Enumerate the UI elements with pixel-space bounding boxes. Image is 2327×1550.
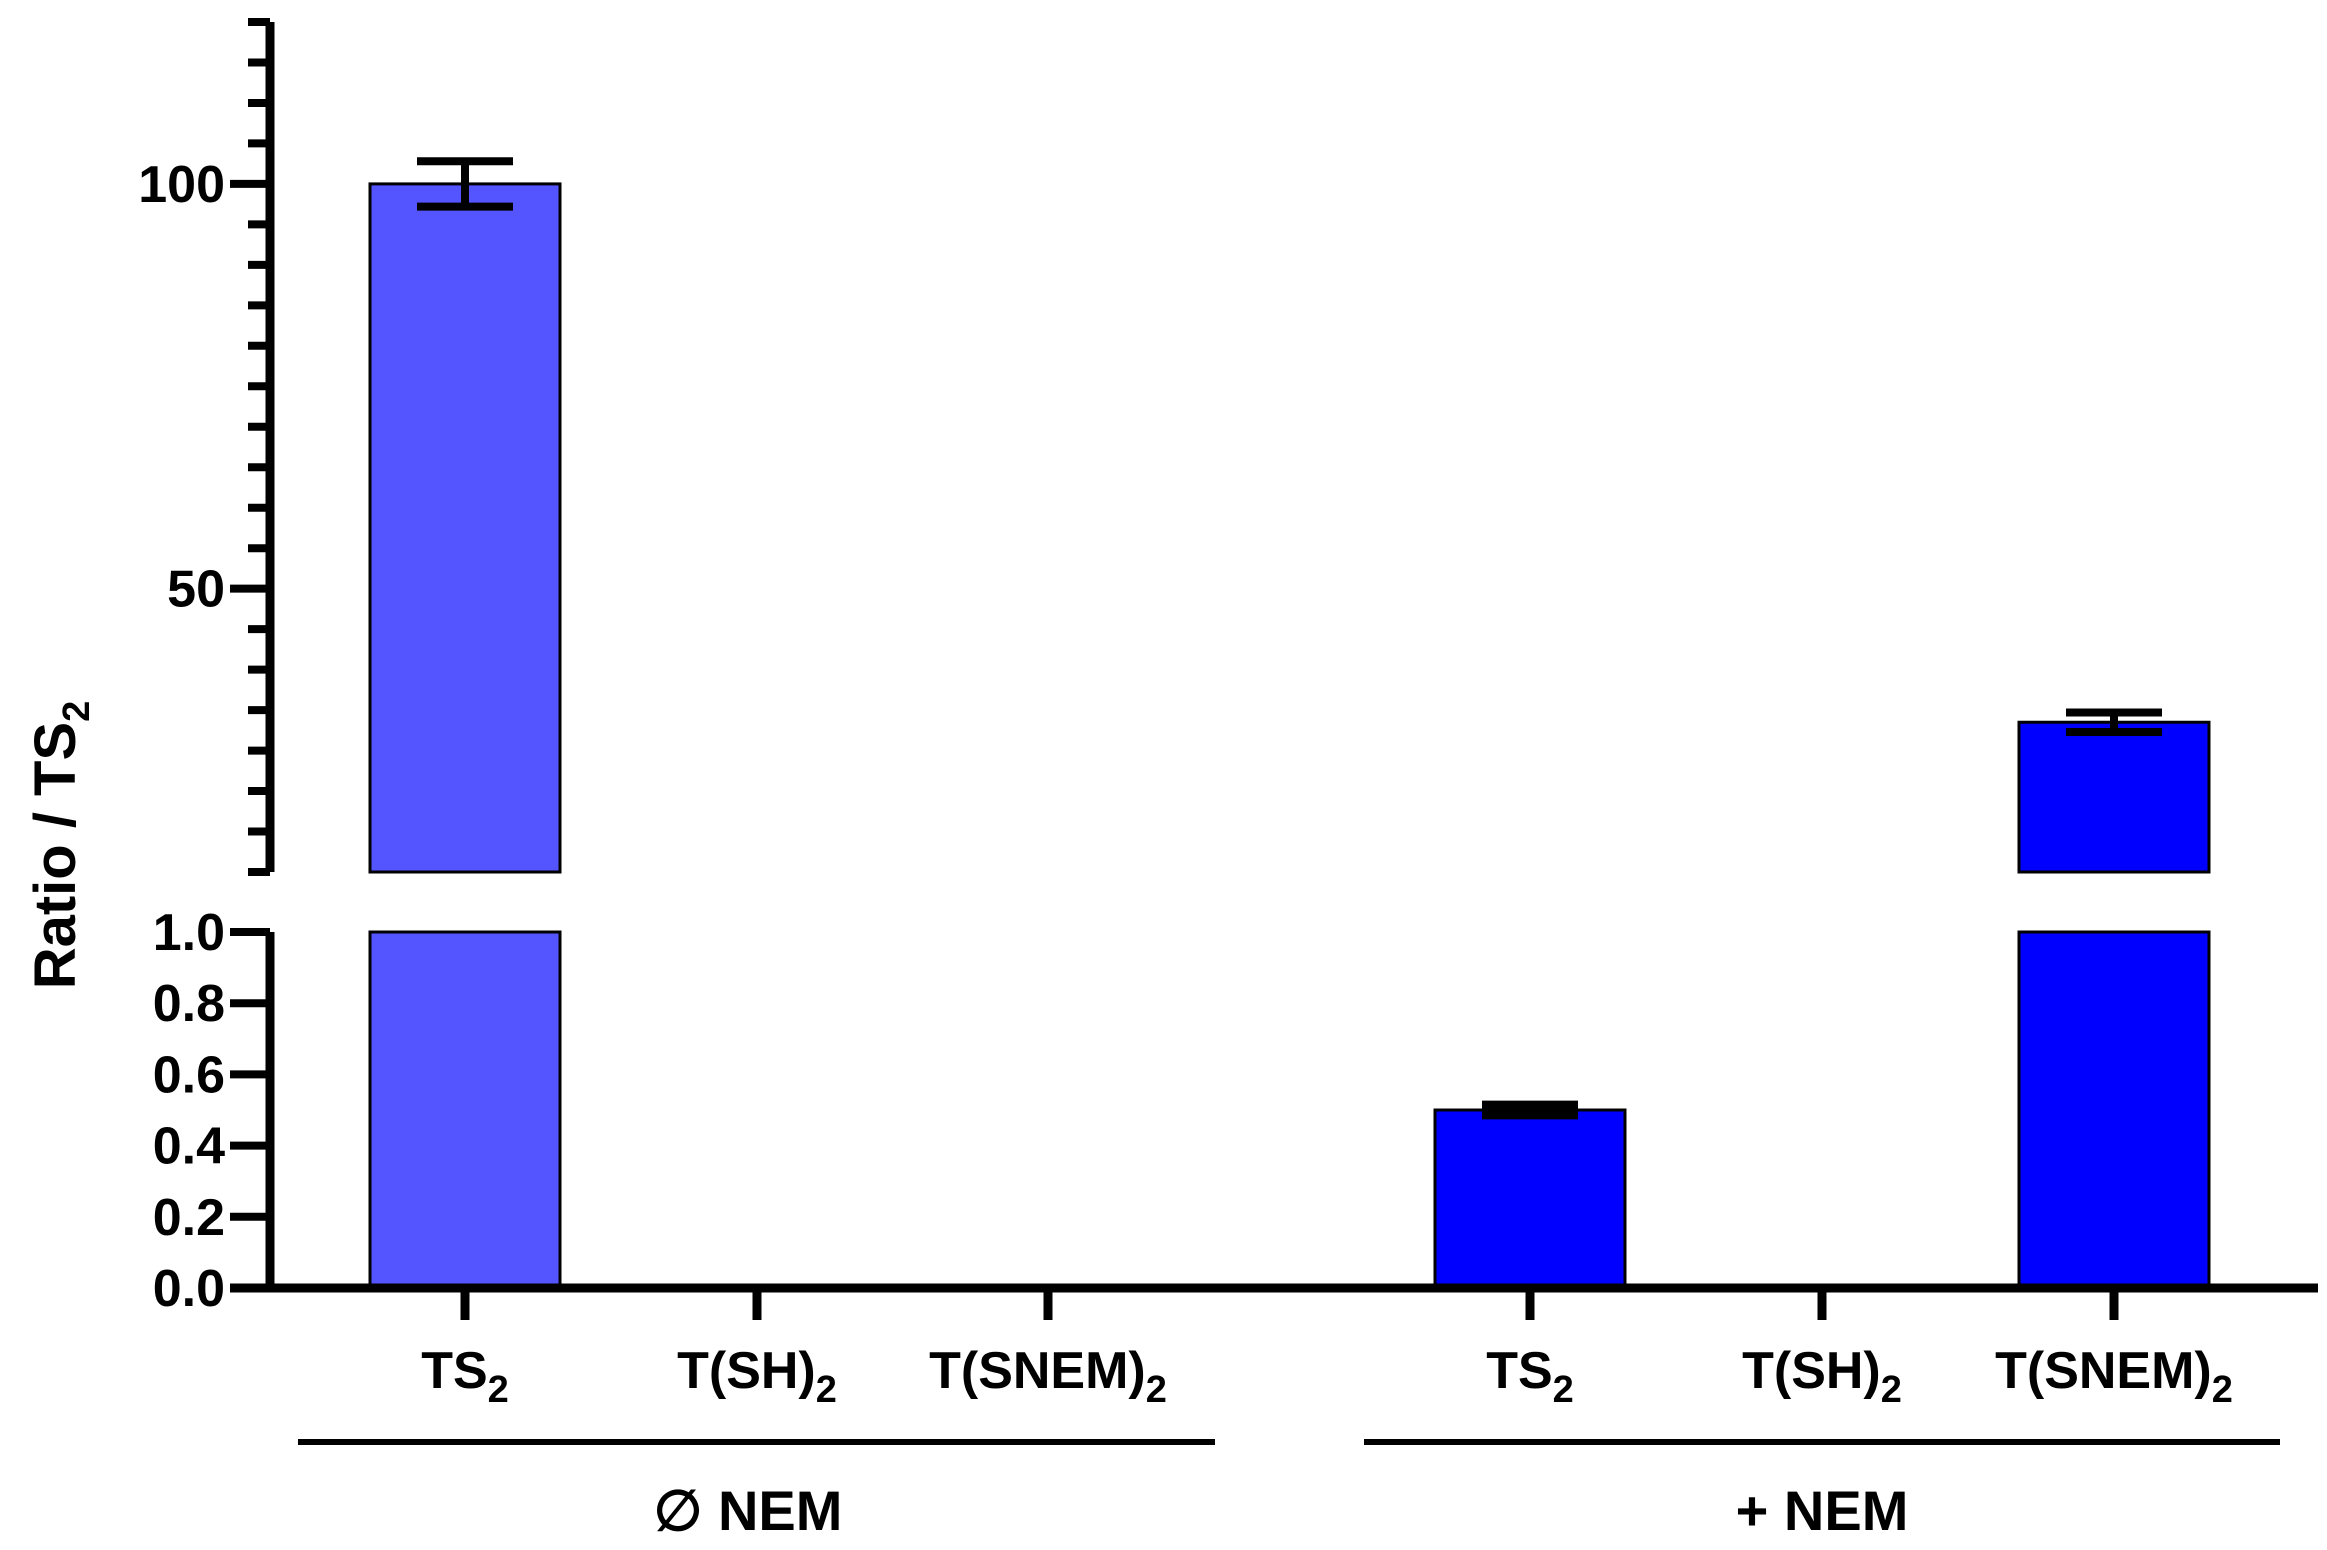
y-axis-title-sub: 2	[56, 701, 98, 722]
upper-y-axis: 50 100	[138, 18, 275, 876]
category-label-sub: 2	[2212, 1369, 2233, 1411]
category-label-sub: 2	[488, 1369, 509, 1411]
x-axis	[230, 1283, 2318, 1320]
category-label-sub: 2	[1553, 1369, 1574, 1411]
lower-tick-label: 1.0	[153, 904, 225, 962]
bar-upper-segment	[368, 182, 562, 874]
category-label-main: T(SH)	[677, 1342, 816, 1400]
bar-lower-segment	[1433, 1108, 1627, 1290]
category-label-main: T(SH)	[1742, 1342, 1881, 1400]
category-label: T(SNEM)2	[929, 1342, 1167, 1411]
bar-lower-segment	[2017, 930, 2211, 1290]
category-label-main: T(SNEM)	[1995, 1342, 2212, 1400]
category-label-main: TS	[1486, 1342, 1552, 1400]
category-label-sub: 2	[816, 1369, 837, 1411]
upper-tick-label: 50	[167, 561, 225, 619]
bar-upper-segment	[2017, 720, 2211, 874]
lower-tick-label: 0.4	[153, 1118, 225, 1176]
group-label: ∅ NEM	[654, 1479, 843, 1542]
bars	[368, 157, 2211, 1290]
category-label-main: TS	[421, 1342, 487, 1400]
category-label: T(SNEM)2	[1995, 1342, 2233, 1411]
category-label-sub: 2	[1881, 1369, 1902, 1411]
category-label: TS2	[421, 1342, 509, 1411]
group-labels: ∅ NEM + NEM	[298, 1439, 2280, 1542]
y-axis-title: Ratio / TS2	[23, 701, 98, 990]
category-label: T(SH)2	[677, 1342, 837, 1411]
lower-tick-label: 0.6	[153, 1046, 225, 1104]
category-labels: TS2 T(SH)2 T(SNEM)2 TS2 T(SH)2 T(SNEM)2	[421, 1342, 2233, 1411]
lower-tick-label: 0.2	[153, 1189, 225, 1247]
upper-tick-label: 100	[138, 156, 225, 214]
bar-lower-segment	[368, 930, 562, 1290]
group-label: + NEM	[1736, 1479, 1909, 1542]
lower-tick-label: 0.8	[153, 975, 225, 1033]
y-axis-title-main: Ratio / TS	[23, 722, 88, 989]
category-label-sub: 2	[1146, 1369, 1167, 1411]
lower-tick-label: 0.0	[153, 1260, 225, 1318]
category-label: T(SH)2	[1742, 1342, 1902, 1411]
category-label: TS2	[1486, 1342, 1574, 1411]
category-label-main: T(SNEM)	[929, 1342, 1146, 1400]
lower-y-axis: 0.0 0.2 0.4 0.6 0.8 1.0	[153, 904, 275, 1318]
